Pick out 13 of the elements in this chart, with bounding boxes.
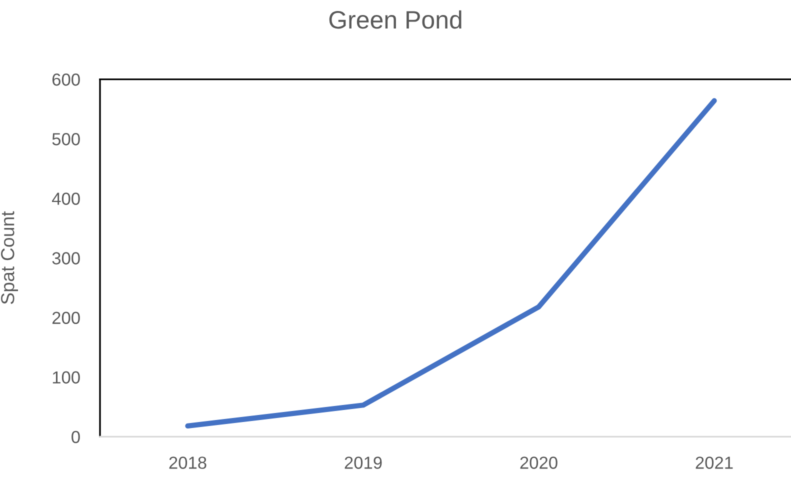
y-tick-label: 300 <box>52 252 80 264</box>
y-tick-label: 600 <box>52 73 80 86</box>
chart-title: Green Pond <box>329 10 462 29</box>
x-tick-label: 2019 <box>344 456 382 469</box>
x-tick-label: 2020 <box>520 456 558 469</box>
x-tick-label: 2018 <box>169 456 206 469</box>
y-tick-label: 200 <box>52 312 80 324</box>
y-axis-title: Spat Count <box>1 211 18 304</box>
y-tick-label: 400 <box>52 192 80 205</box>
y-tick-label: 500 <box>52 133 80 146</box>
y-tick-label: 0 <box>72 430 80 444</box>
y-tick-label: 100 <box>52 371 80 384</box>
x-tick-label: 2021 <box>696 456 733 469</box>
